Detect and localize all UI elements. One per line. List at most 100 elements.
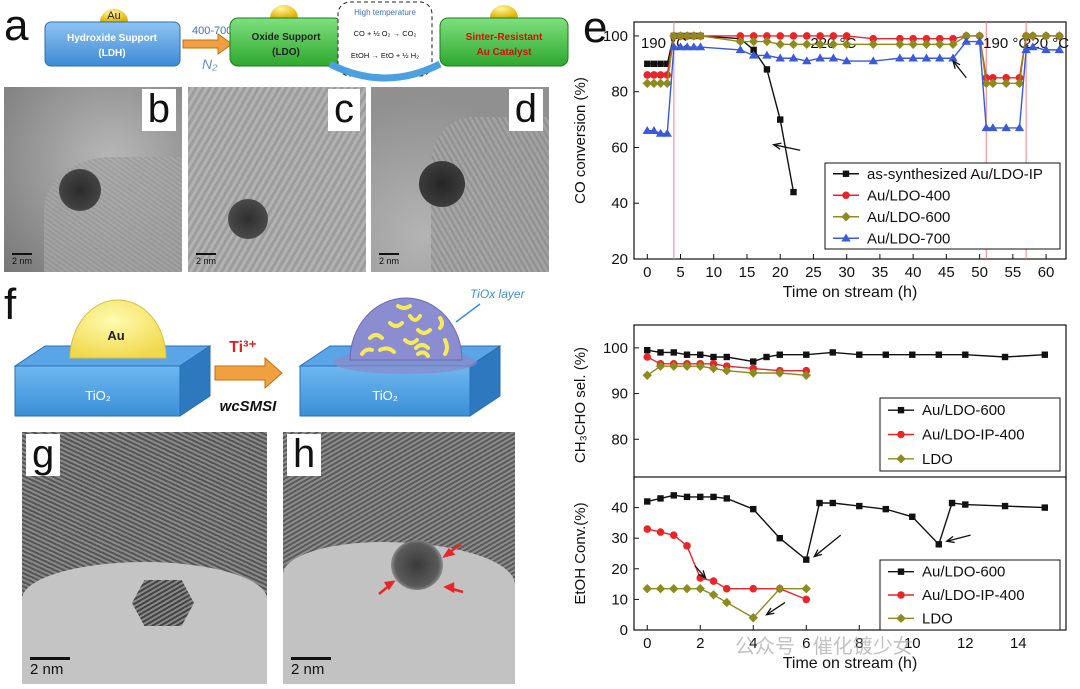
plot-frame bbox=[633, 21, 1067, 260]
data-point bbox=[935, 39, 945, 50]
data-point bbox=[748, 613, 758, 623]
process-label: wcSMSI bbox=[220, 398, 278, 415]
au-particle-icon bbox=[100, 9, 128, 22]
data-point bbox=[868, 56, 878, 65]
y-tick-label: 70 bbox=[611, 477, 628, 480]
annotation-arrow bbox=[694, 565, 707, 579]
y-tick-label: 60 bbox=[611, 139, 628, 156]
data-point bbox=[669, 531, 678, 539]
data-point bbox=[643, 353, 652, 361]
au-nanoparticle-g bbox=[132, 580, 194, 626]
data-point bbox=[776, 32, 785, 40]
legend-label: Au/LDO-600 bbox=[922, 402, 1005, 419]
data-point bbox=[1021, 31, 1031, 41]
data-point bbox=[642, 126, 652, 134]
legend-label: Au/LDO-IP-400 bbox=[922, 587, 1025, 604]
data-point bbox=[921, 53, 932, 62]
annotation-arrow bbox=[952, 60, 967, 79]
data-point bbox=[909, 351, 916, 358]
data-point bbox=[695, 361, 705, 371]
data-point bbox=[748, 36, 759, 47]
data-point bbox=[1041, 45, 1051, 54]
data-point bbox=[750, 46, 757, 54]
scale-bar-c: 2 nm bbox=[196, 253, 216, 266]
data-point bbox=[722, 584, 731, 593]
y-tick-label: 10 bbox=[611, 591, 628, 608]
data-point bbox=[788, 39, 799, 50]
x-tick-label: 8 bbox=[855, 635, 863, 652]
data-point bbox=[801, 583, 811, 594]
x-tick-label: 2 bbox=[696, 635, 704, 652]
data-point bbox=[988, 78, 998, 89]
scale-bar-d: 2 nm bbox=[379, 253, 399, 266]
data-point bbox=[974, 31, 985, 41]
y-tick-label: 100 bbox=[603, 340, 628, 357]
data-point bbox=[697, 351, 704, 358]
data-point bbox=[662, 128, 672, 137]
x-tick-label: 50 bbox=[971, 264, 988, 281]
arrow-f-icon bbox=[214, 356, 283, 390]
x-tick-label: 10 bbox=[705, 264, 722, 281]
legend-label: LDO bbox=[922, 451, 953, 468]
data-point bbox=[776, 535, 783, 542]
data-point bbox=[1054, 45, 1065, 54]
data-point bbox=[655, 583, 666, 594]
annotation-arrowhead bbox=[812, 549, 823, 558]
data-point bbox=[695, 583, 705, 594]
data-point bbox=[683, 351, 691, 358]
sinter-line1: Sinter-Resistant bbox=[466, 32, 543, 43]
legend-label: as-synthesized Au/LDO-IP bbox=[867, 166, 1043, 183]
data-point bbox=[816, 499, 823, 507]
data-point bbox=[748, 368, 758, 378]
annotation-arrowhead bbox=[945, 535, 955, 544]
data-point bbox=[921, 39, 932, 50]
panel-label-h: h bbox=[287, 434, 322, 476]
data-point bbox=[644, 346, 651, 354]
data-point bbox=[670, 492, 677, 499]
annotation-arrow bbox=[813, 534, 842, 558]
data-point bbox=[675, 31, 686, 41]
data-point bbox=[829, 32, 838, 40]
data-point bbox=[961, 36, 972, 45]
au-dome-icon bbox=[69, 299, 167, 359]
legend-marker bbox=[841, 233, 851, 242]
legend-marker bbox=[896, 454, 906, 464]
scale-bar-g: 2 nm bbox=[30, 657, 70, 678]
au-label-f: Au bbox=[107, 328, 124, 343]
data-point bbox=[869, 34, 878, 43]
data-point bbox=[962, 351, 969, 358]
data-point bbox=[882, 505, 889, 513]
data-point bbox=[748, 50, 759, 59]
data-point bbox=[657, 60, 664, 68]
y-axis-label: CH₃CHO sel. (%) bbox=[572, 347, 589, 463]
ldh-box bbox=[44, 21, 181, 67]
red-arrow-icon bbox=[442, 548, 456, 558]
tiox-pointer-icon bbox=[455, 303, 481, 323]
x-axis-label: Time on stream (h) bbox=[783, 655, 918, 672]
x-tick-label: 25 bbox=[805, 264, 822, 281]
scheme-a: Au Hydroxide Support (LDH) 400-700 °C N₂… bbox=[44, 1, 569, 82]
series-Au/LDO-700 bbox=[642, 36, 1065, 137]
data-point bbox=[1014, 123, 1025, 132]
panel-label-d: d bbox=[508, 89, 543, 131]
data-point bbox=[656, 71, 665, 79]
tem-image-d: d 2 nm bbox=[371, 87, 549, 272]
x-tick-label: 45 bbox=[938, 264, 955, 281]
data-point bbox=[828, 53, 839, 62]
legend-marker bbox=[841, 212, 851, 222]
data-point bbox=[776, 351, 783, 358]
data-point bbox=[1041, 351, 1048, 358]
data-point bbox=[683, 493, 691, 501]
data-point bbox=[908, 53, 918, 62]
data-point bbox=[644, 498, 651, 505]
data-point bbox=[908, 39, 918, 50]
data-point bbox=[948, 499, 956, 507]
data-point bbox=[650, 60, 658, 68]
data-point bbox=[962, 501, 969, 508]
data-point bbox=[649, 78, 659, 89]
data-point bbox=[708, 590, 719, 600]
legend-label: Au/LDO-IP-400 bbox=[922, 427, 1025, 444]
data-point bbox=[669, 42, 679, 51]
data-point bbox=[895, 53, 905, 62]
au-core-texture bbox=[360, 304, 449, 358]
